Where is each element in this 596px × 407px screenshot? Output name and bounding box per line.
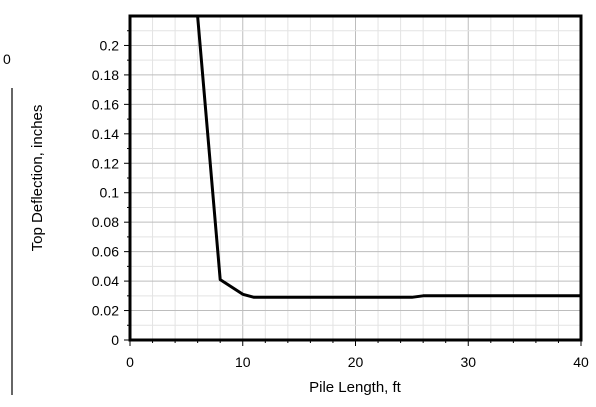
y-tick-label: 0.04: [92, 273, 119, 289]
deflection-series-line: [196, 16, 581, 299]
x-axis-title: Pile Length, ft: [309, 379, 402, 396]
y-tick-label: 0.08: [92, 214, 119, 230]
y-axis-title: Top Deflection, inches: [29, 105, 46, 252]
x-tick-label: 30: [460, 354, 476, 370]
x-tick-label: 20: [348, 354, 364, 370]
y-tick-label: 0.12: [92, 155, 119, 171]
x-tick-label: 0: [126, 354, 134, 370]
x-tick-label: 10: [235, 354, 251, 370]
x-tick-label: 40: [573, 354, 589, 370]
left-edge-label: 0: [3, 51, 11, 67]
y-tick-label: 0.14: [92, 126, 119, 142]
grid: [129, 15, 582, 341]
y-tick-label: 0: [111, 332, 119, 348]
y-axis-ticks: 0 0.02 0.04 0.06 0.08 0.1 0.12 0.14 0.16 0.18 0.2: [92, 30, 130, 348]
plot-frame: [128, 14, 583, 342]
y-tick-label: 0.06: [92, 244, 119, 260]
y-tick-label: 0.1: [100, 185, 120, 201]
y-tick-label: 0.18: [92, 67, 119, 83]
y-tick-label: 0.2: [100, 37, 120, 53]
y-tick-label: 0.02: [92, 303, 119, 319]
y-tick-label: 0.16: [92, 96, 119, 112]
series-layer: [196, 16, 581, 299]
x-axis-ticks: 0 10 20 30 40: [126, 340, 589, 370]
